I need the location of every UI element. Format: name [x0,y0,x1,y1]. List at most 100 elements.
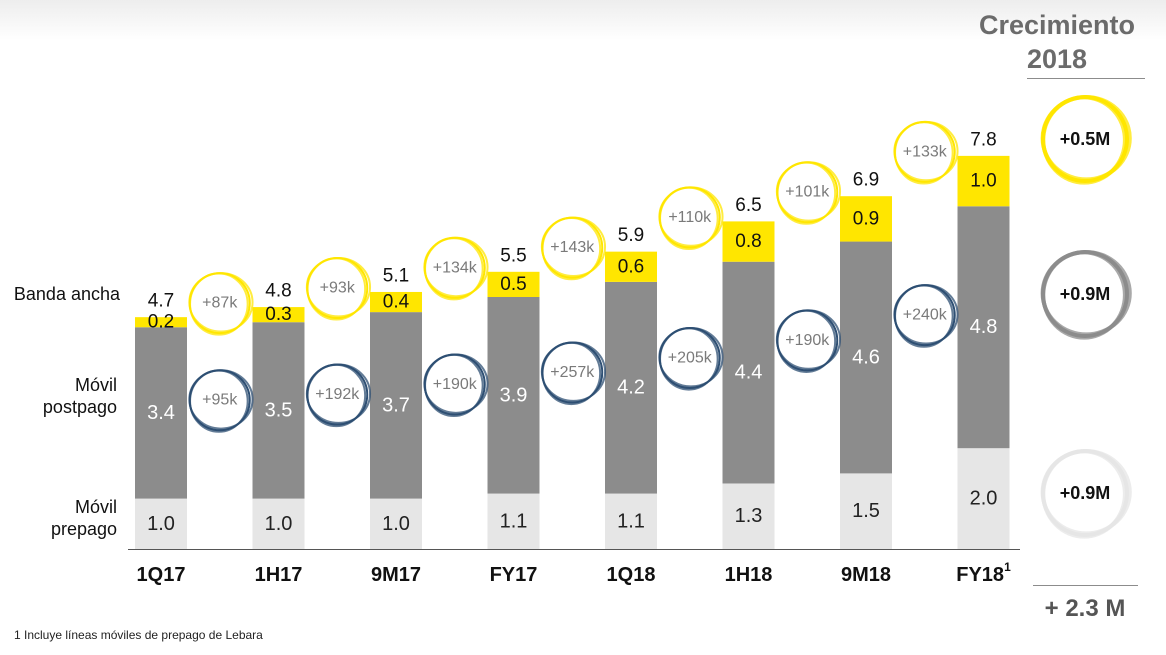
row-label-postpago-line2: postpago [42,397,117,417]
bar-banda [252,307,305,323]
bar-prepago [722,483,775,549]
increment-label-banda: +110k [668,209,712,226]
bar-banda [605,251,657,282]
category-label: FY181 [956,560,1011,586]
bar-postpago [135,327,187,499]
bar-postpago [370,312,422,499]
bar-prepago [135,498,187,549]
label-total: 4.7 [148,291,174,312]
label-prepago: 1.3 [735,505,763,527]
bar-postpago [605,281,657,494]
growth-ring-postpago-stroke [1041,250,1127,340]
increment-label-postpago: +257k [550,364,595,381]
category-label: FY17 [490,564,538,586]
increment-circle-postpago [423,353,489,418]
bar-banda [135,317,187,328]
bar-postpago [957,206,1010,449]
row-label-postpago: Móvil postpago [0,374,117,418]
label-banda: 0.4 [383,292,410,313]
bar-banda [370,291,422,313]
label-postpago: 3.7 [382,394,410,416]
growth-ring-postpago [1040,250,1132,340]
row-label-postpago-line1: Móvil [74,375,117,395]
row-label-banda: Banda ancha [13,284,120,304]
increment-circle-postpago-stroke [776,309,837,373]
increment-label-postpago: +95k [202,392,238,409]
increment-label-postpago: +190k [433,376,478,393]
bar-banda [487,271,540,297]
label-banda: 0.5 [500,274,526,295]
increment-label-postpago: +190k [785,332,830,349]
increment-circle-banda-stroke [541,217,602,281]
increment-circle-banda [423,236,489,301]
bar-prepago [957,448,1010,549]
bar-banda [722,221,775,262]
category-label: 1H18 [725,564,773,586]
label-postpago: 4.6 [852,346,880,368]
bar-prepago [370,498,422,549]
growth-banda: +0.5M [1059,129,1111,149]
category-superscript: 1 [1004,560,1011,574]
label-prepago: 2.0 [970,488,998,510]
label-total: 4.8 [265,281,291,302]
increment-circle-banda [893,120,959,185]
label-banda: 0.3 [265,304,291,325]
increment-circle-postpago-stroke [541,341,602,406]
label-banda: 0.6 [618,256,644,277]
footnote: 1 Incluye líneas móviles de prepago de L… [14,628,263,642]
increment-circle-banda [305,256,372,321]
label-prepago: 1.0 [147,513,175,535]
increment-label-banda: +93k [320,279,356,296]
increment-circle-postpago-stroke [306,363,367,428]
growth-title-rule [1027,78,1145,79]
increment-circle-postpago-stroke [424,353,484,418]
increment-circle-postpago [188,369,254,433]
bar-banda [840,196,892,242]
increment-circle-postpago-stroke [189,369,249,433]
bar-prepago [605,493,657,549]
increment-circle-banda [775,161,842,225]
label-banda: 1.0 [970,171,996,192]
label-postpago: 3.4 [147,402,175,424]
label-postpago: 3.5 [265,399,293,421]
label-total: 6.9 [853,170,879,191]
category-label: 9M17 [371,564,421,586]
bar-prepago [252,498,305,549]
growth-prepago: +0.9M [1059,483,1111,503]
label-total: 5.1 [383,265,409,286]
increment-label-banda: +143k [550,239,595,256]
growth-ring-banda-stroke [1041,95,1127,185]
label-postpago: 4.2 [617,377,645,399]
bar-postpago [487,297,540,494]
increment-label-banda: +101k [785,184,830,201]
growth-title: Crecimiento 2018 [972,8,1142,76]
row-label-prepago: Móvil prepago [0,496,117,540]
increment-circle-postpago [305,363,372,428]
growth-postpago: +0.9M [1059,284,1111,304]
total-growth-rule [1033,585,1138,586]
header-shade [0,0,1166,40]
label-total: 7.8 [970,129,996,150]
increment-label-banda: +133k [903,143,948,160]
label-prepago: 1.0 [265,513,293,535]
increment-circle-postpago-stroke [659,327,719,391]
increment-circle-banda [540,216,607,281]
increment-circle-postpago [775,309,842,373]
label-prepago: 1.0 [382,513,410,535]
increment-circle-banda-stroke [894,121,954,185]
increment-circle-banda-stroke [424,237,484,301]
growth-title-line2: 2018 [1026,44,1088,74]
increment-circle-postpago-stroke [894,284,954,348]
growth-title-line1: Crecimiento [978,10,1136,40]
label-prepago: 1.1 [617,510,645,532]
row-label-prepago-line2: prepago [50,519,117,539]
label-banda: 0.9 [853,208,879,229]
increment-circle-postpago [893,284,959,348]
increment-label-banda: +87k [202,295,238,312]
increment-circle-banda [188,272,254,336]
label-banda: 0.8 [735,231,761,252]
label-total: 5.5 [500,245,526,266]
growth-ring-prepago [1040,449,1132,539]
increment-circle-banda-stroke [306,257,367,321]
